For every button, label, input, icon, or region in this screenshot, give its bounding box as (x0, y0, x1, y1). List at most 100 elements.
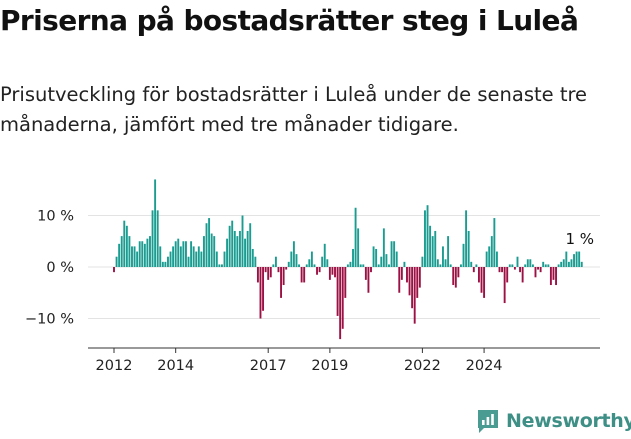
bar (349, 261, 352, 267)
bar (359, 264, 362, 267)
bar (483, 267, 486, 298)
brand-logo: Newsworthy (476, 404, 631, 438)
bar (426, 205, 429, 267)
bar (318, 267, 321, 273)
bar (267, 267, 270, 280)
bar (562, 259, 565, 268)
bar (480, 267, 483, 293)
bar (244, 238, 247, 267)
bar (331, 267, 334, 275)
bar (169, 251, 172, 267)
bar (424, 210, 426, 267)
bar (290, 251, 293, 267)
bar (241, 215, 244, 267)
bar (395, 251, 398, 267)
bar (526, 259, 529, 268)
bars (113, 179, 583, 340)
bar (192, 246, 195, 267)
bar (485, 251, 488, 267)
latest-value-annotation: 1 % (565, 230, 594, 248)
x-tick-label: 2022 (404, 358, 441, 374)
bar (313, 264, 316, 267)
bar (472, 267, 475, 273)
bar (375, 248, 378, 267)
bar (262, 267, 265, 311)
bar (578, 251, 581, 267)
bar (488, 246, 491, 267)
bar (370, 267, 372, 273)
y-tick-label: −10 % (25, 312, 74, 328)
bar (120, 236, 123, 267)
bar (393, 241, 396, 267)
chart-title: Priserna på bostadsrätter steg i Luleå (0, 4, 579, 37)
bar (280, 267, 282, 298)
bar (272, 264, 275, 267)
bar (164, 261, 167, 267)
bar (113, 267, 115, 273)
bar (316, 267, 318, 275)
bar (457, 267, 460, 278)
bar (210, 233, 213, 268)
bar (513, 267, 516, 270)
bar (362, 264, 365, 267)
bar (246, 230, 249, 267)
bar (236, 236, 239, 267)
bar (429, 225, 432, 267)
bar (218, 264, 221, 267)
y-axis-ticks: 10 % 0 % −10 % (25, 209, 74, 328)
bar (179, 246, 182, 267)
bar (339, 267, 342, 340)
bar (503, 267, 506, 304)
bar (154, 179, 157, 267)
bar (136, 251, 139, 267)
bar (213, 236, 216, 267)
bar (421, 256, 424, 267)
bar (249, 223, 252, 267)
bar (264, 267, 267, 273)
bar (149, 236, 151, 267)
bar (534, 267, 537, 278)
bar (434, 230, 437, 267)
bar (341, 267, 344, 329)
bar (475, 264, 478, 267)
bar (465, 210, 468, 267)
bar (390, 241, 393, 267)
bar (233, 230, 236, 267)
bar (269, 267, 272, 278)
bar (203, 236, 205, 267)
bar (172, 246, 175, 267)
bar (354, 207, 357, 267)
bar (519, 267, 522, 273)
bar (385, 254, 388, 268)
bar (256, 267, 259, 283)
bar (195, 251, 198, 267)
bar (439, 264, 442, 267)
bar (549, 267, 552, 286)
bar (174, 241, 177, 267)
bar (555, 267, 557, 286)
bar (187, 256, 190, 267)
bar (531, 264, 534, 267)
bar (303, 267, 306, 283)
bar (413, 267, 416, 324)
bar (133, 246, 136, 267)
x-tick-label: 2014 (157, 358, 194, 374)
bar (321, 256, 324, 267)
bar (444, 259, 447, 268)
bar (190, 241, 193, 267)
bar (575, 251, 578, 267)
bar (442, 246, 444, 267)
bar (573, 254, 575, 268)
bar (411, 267, 414, 309)
bar (508, 264, 511, 267)
bar-chart: 10 % 0 % −10 % 2012 2014 2017 2019 2022 2024 1 … (25, 179, 600, 374)
bar (118, 243, 121, 268)
bar (400, 267, 403, 280)
x-tick-label: 2024 (466, 358, 503, 374)
bar (372, 246, 375, 267)
bar (406, 267, 408, 283)
bar (300, 267, 303, 283)
bar (498, 267, 501, 273)
bar (570, 259, 573, 268)
bar (167, 256, 169, 267)
